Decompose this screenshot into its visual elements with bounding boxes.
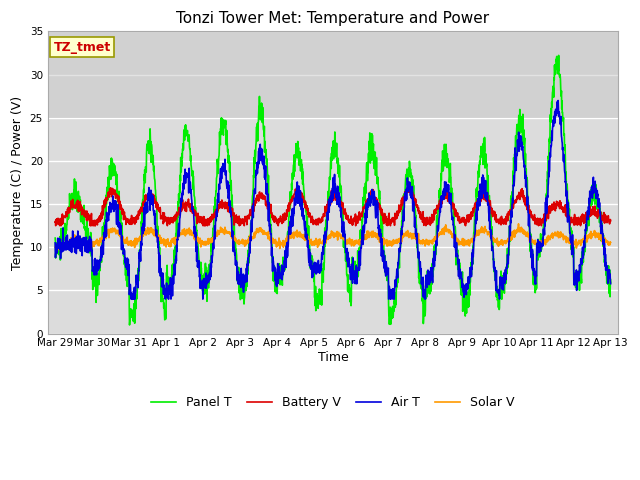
- Panel T: [207, 266, 214, 272]
- Battery V: [495, 219, 502, 225]
- Solar V: [495, 243, 502, 249]
- Panel T: [573, 272, 581, 278]
- Panel T: [555, 52, 563, 58]
- Title: Tonzi Tower Met: Temperature and Power: Tonzi Tower Met: Temperature and Power: [177, 11, 490, 26]
- Solar V: [207, 240, 214, 246]
- Panel T: [349, 262, 357, 267]
- Line: Panel T: Panel T: [55, 55, 611, 325]
- Solar V: [349, 239, 357, 245]
- Solar V: [51, 244, 59, 250]
- Battery V: [107, 185, 115, 191]
- Text: TZ_tmet: TZ_tmet: [54, 40, 111, 53]
- Air T: [607, 281, 614, 287]
- Solar V: [573, 240, 581, 246]
- Battery V: [207, 214, 214, 220]
- Battery V: [573, 222, 581, 228]
- Solar V: [515, 221, 522, 227]
- Panel T: [362, 186, 369, 192]
- Air T: [127, 296, 135, 302]
- Battery V: [607, 218, 614, 224]
- Air T: [558, 139, 566, 144]
- Air T: [554, 97, 562, 103]
- Solar V: [52, 247, 60, 252]
- Panel T: [558, 98, 566, 104]
- Legend: Panel T, Battery V, Air T, Solar V: Panel T, Battery V, Air T, Solar V: [147, 391, 519, 414]
- Air T: [51, 240, 59, 246]
- Battery V: [362, 202, 369, 207]
- Air T: [207, 267, 214, 273]
- Panel T: [125, 322, 133, 328]
- Bar: [48, 32, 618, 118]
- Air T: [573, 275, 581, 281]
- Battery V: [52, 223, 60, 228]
- Battery V: [51, 219, 59, 225]
- Battery V: [349, 220, 357, 226]
- Solar V: [607, 240, 614, 245]
- Air T: [349, 255, 357, 261]
- Line: Solar V: Solar V: [55, 224, 611, 250]
- Solar V: [362, 232, 369, 238]
- Air T: [495, 290, 502, 296]
- Line: Air T: Air T: [55, 100, 611, 299]
- Air T: [362, 210, 369, 216]
- Solar V: [558, 233, 566, 239]
- X-axis label: Time: Time: [317, 351, 348, 364]
- Panel T: [51, 235, 59, 241]
- Y-axis label: Temperature (C) / Power (V): Temperature (C) / Power (V): [11, 96, 24, 270]
- Panel T: [607, 280, 614, 286]
- Panel T: [495, 305, 502, 311]
- Line: Battery V: Battery V: [55, 188, 611, 226]
- Battery V: [558, 206, 566, 212]
